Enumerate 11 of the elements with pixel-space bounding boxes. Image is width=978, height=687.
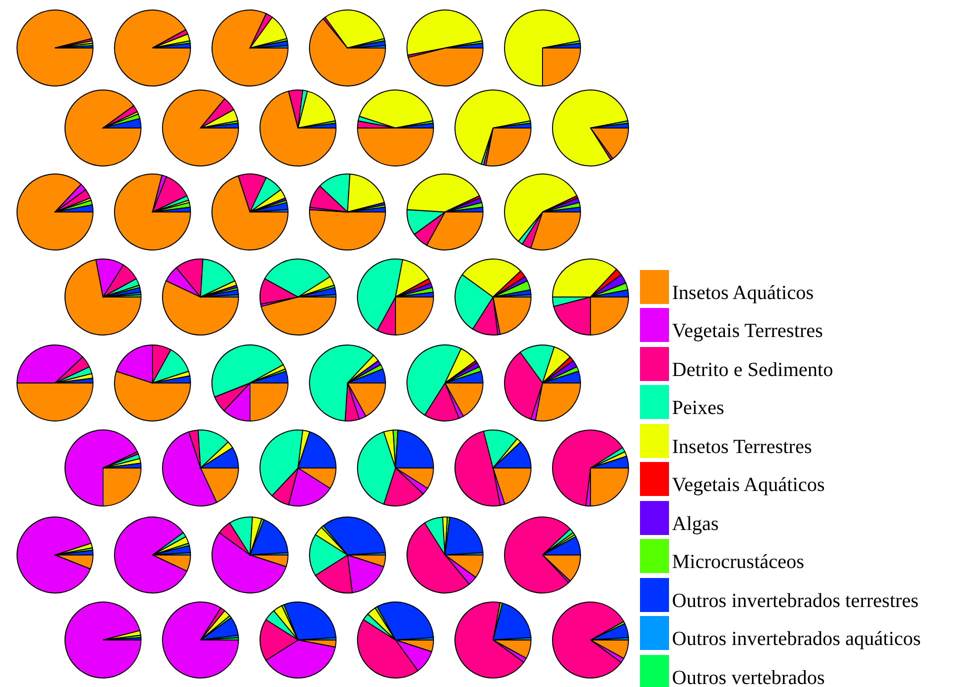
- legend-label: Outros invertebrados aquáticos: [672, 628, 921, 650]
- legend-label: Algas: [672, 512, 719, 534]
- legend-label: Detrito e Sedimento: [672, 358, 834, 380]
- legend-label: Vegetais Aquáticos: [672, 474, 825, 496]
- legend-label: Microcrustáceos: [672, 551, 804, 573]
- legend-label: Outros invertebrados terrestres: [672, 590, 919, 612]
- legend-label: Insetos Terrestres: [672, 436, 812, 458]
- legend-label: Vegetais Terrestres: [672, 320, 823, 342]
- legend-label: Insetos Aquáticos: [672, 282, 814, 304]
- legend-label: Outros vertebrados: [672, 666, 825, 687]
- legend-label: Peixes: [672, 397, 724, 419]
